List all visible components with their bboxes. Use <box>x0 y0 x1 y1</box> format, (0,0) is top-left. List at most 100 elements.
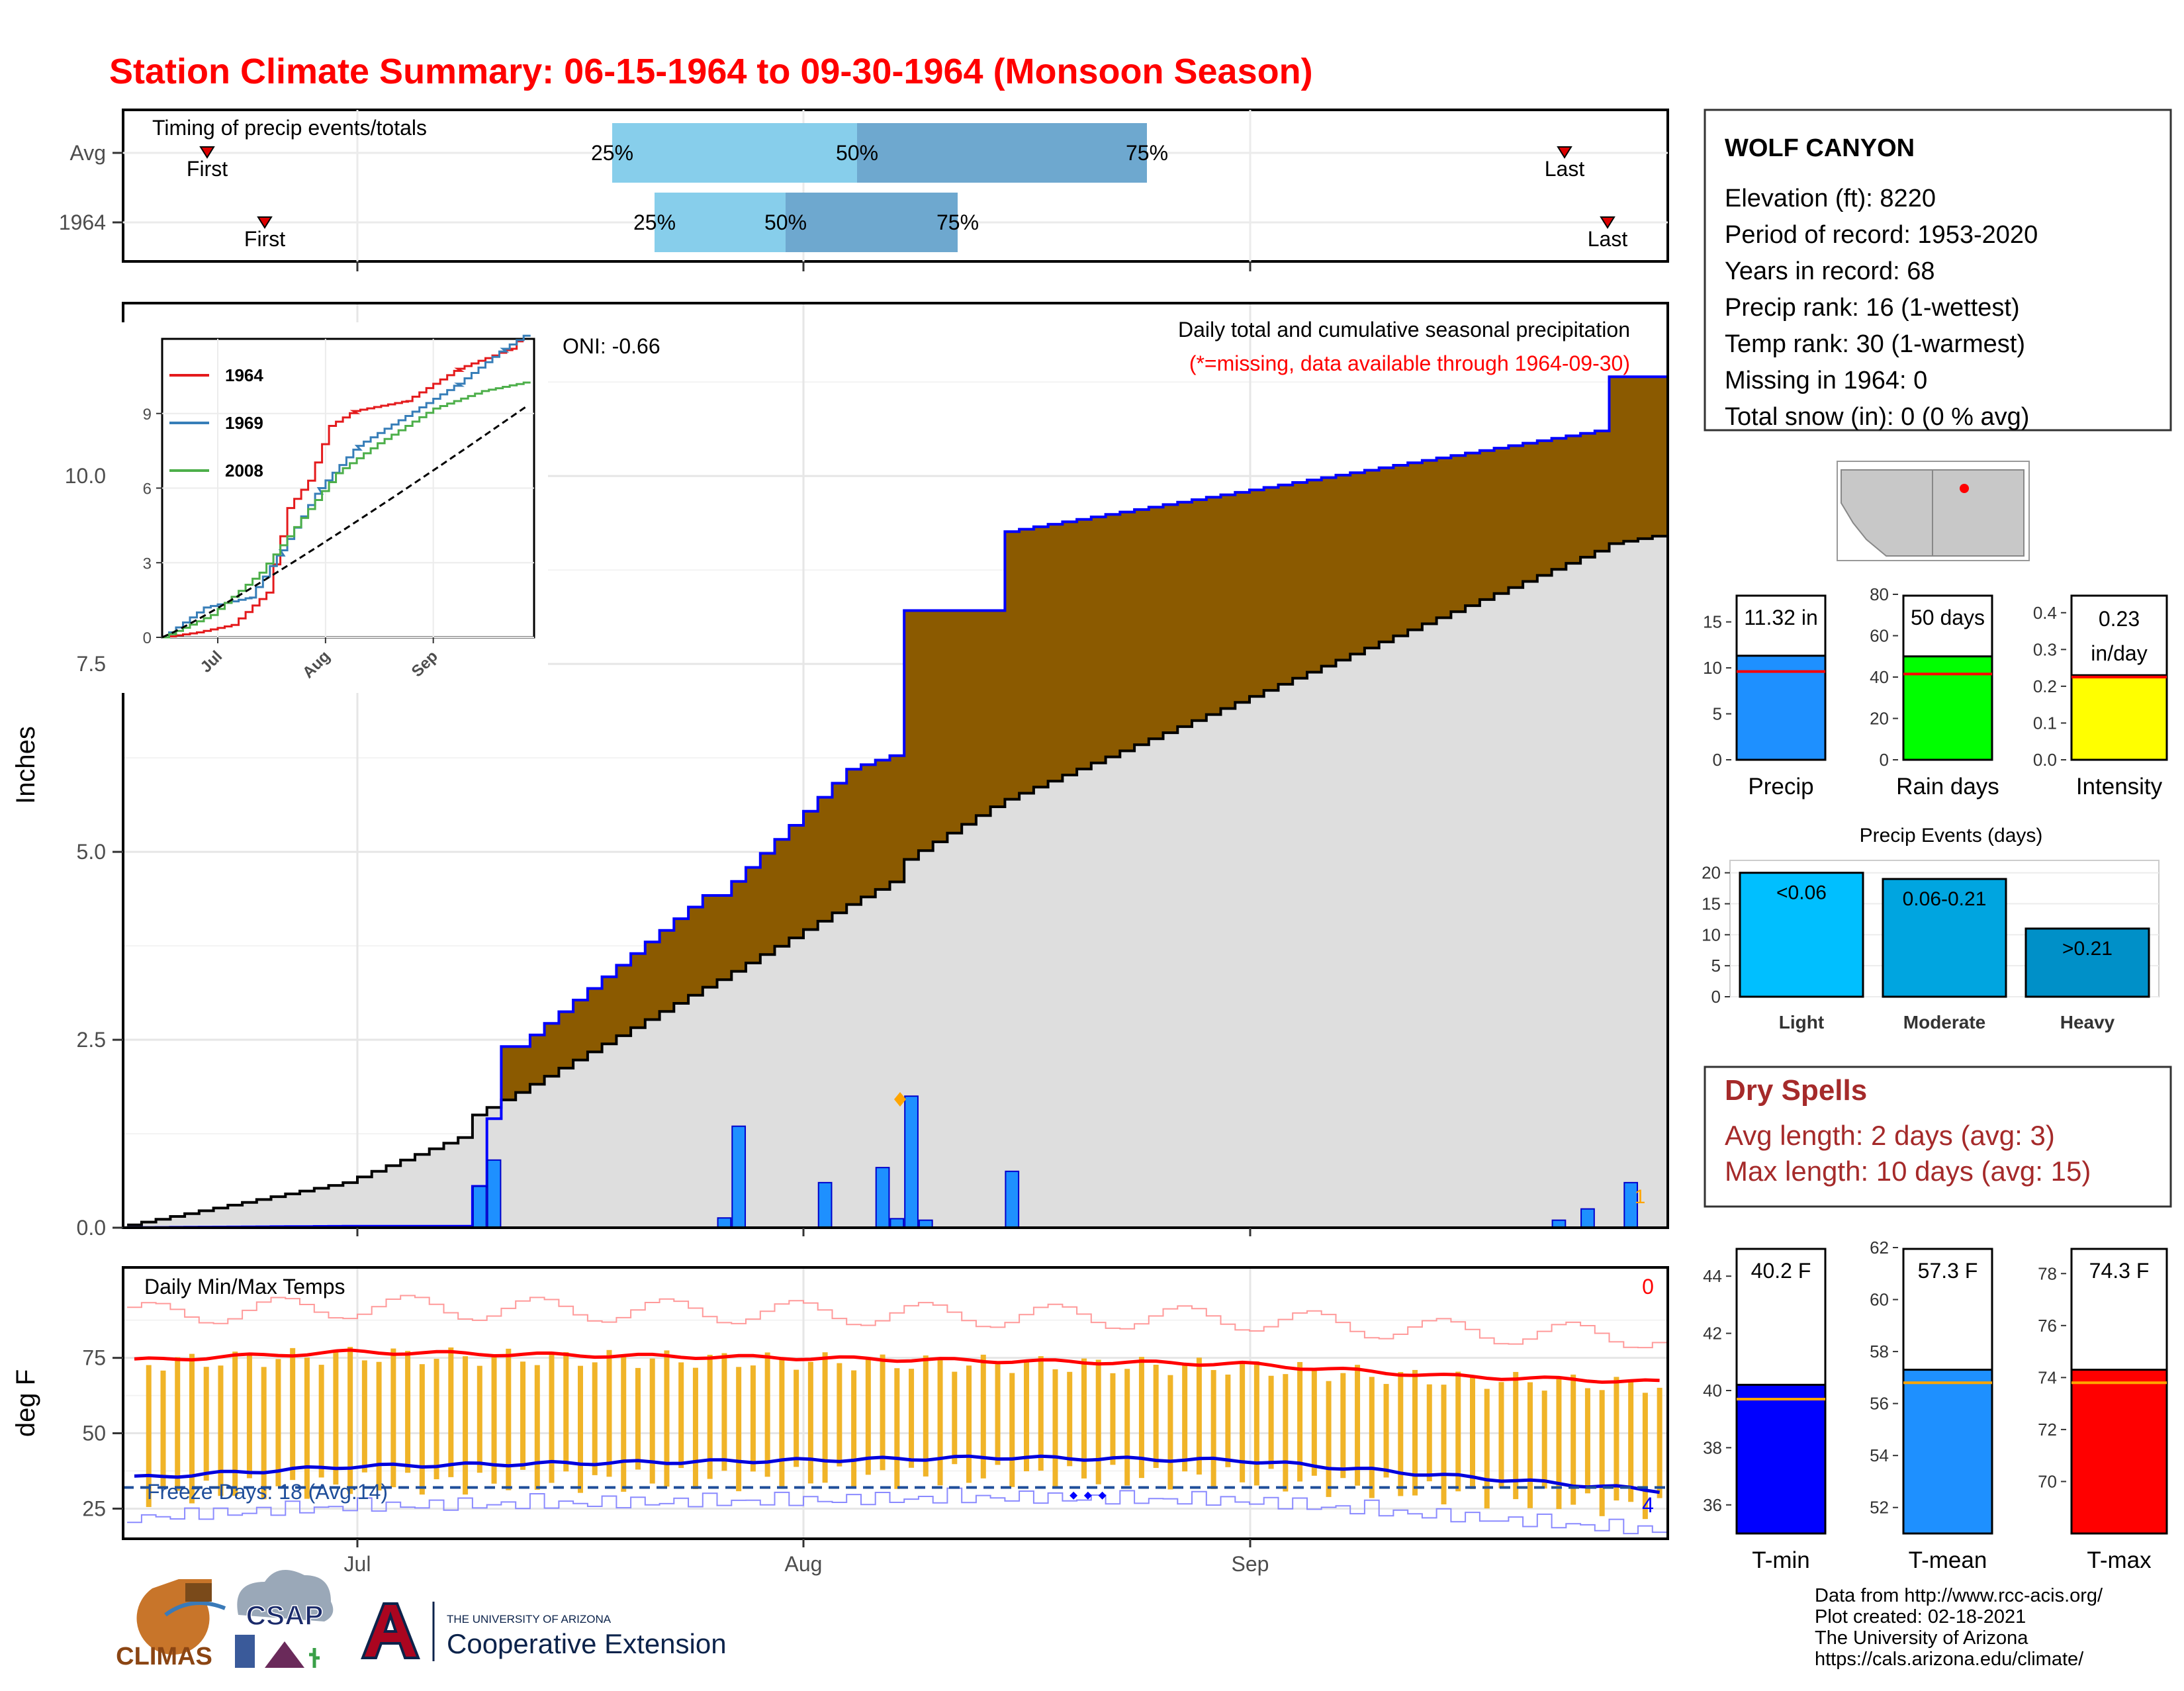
events-y-tick: 5 <box>1711 956 1721 976</box>
precip-events-bar <box>2025 927 2150 998</box>
timing-1964-first-label: First <box>244 227 285 251</box>
station-period: Period of record: 1953-2020 <box>1725 221 2038 249</box>
credit-line-2: Plot created: 02-18-2021 <box>1815 1606 2026 1627</box>
temps-top-right-count: 0 <box>1642 1275 1654 1299</box>
precip-annotation-missing: (*=missing, data available through 1964-… <box>1189 351 1630 375</box>
climas-logo: CLIMAS <box>116 1579 226 1670</box>
daily-temp-range-bar <box>534 1365 540 1490</box>
station-total-snow: Total snow (in): 0 (0 % avg) <box>1725 403 2029 431</box>
daily-temp-range-bar <box>1412 1369 1418 1496</box>
daily-temp-range-bar <box>1426 1384 1432 1482</box>
max-precip-marker <box>894 1092 906 1107</box>
daily-temp-range-bar <box>1009 1373 1015 1487</box>
daily-temp-range-bar <box>1441 1385 1447 1505</box>
daily-temp-range-bar <box>1240 1361 1246 1483</box>
events-y-tick: 0 <box>1711 987 1721 1007</box>
dry-spells-title: Dry Spells <box>1725 1074 1867 1107</box>
daily-temp-range-bar <box>318 1365 324 1478</box>
daily-temp-range-bar <box>1311 1369 1317 1476</box>
daily-temp-range-bar <box>592 1362 598 1475</box>
daily-temp-range-bar <box>275 1359 281 1486</box>
daily-temp-range-bar <box>995 1364 1001 1465</box>
summary-intensity-y-tick: 0.0 <box>2033 750 2057 770</box>
daily-temp-range-bar <box>1470 1376 1475 1489</box>
daily-temp-range-bar <box>520 1361 526 1470</box>
daily-temp-range-bar <box>347 1347 353 1494</box>
temp-summary-t-min-bar <box>1735 1383 1827 1535</box>
daily-temp-range-bar <box>1182 1365 1188 1472</box>
location-map <box>1837 461 2030 561</box>
summary-rain-days-y-tick: 0 <box>1880 750 1889 770</box>
precip-corner-count: 1 <box>1635 1186 1646 1208</box>
daily-temp-range-bar <box>1196 1357 1202 1475</box>
daily-temp-range-bar <box>1110 1373 1116 1465</box>
daily-temp-range-bar <box>980 1354 986 1479</box>
credit-line-3: The University of Arizona <box>1815 1627 2028 1649</box>
daily-temp-range-bar <box>246 1355 252 1479</box>
daily-temp-range-bar <box>764 1352 770 1477</box>
precip-panel: 0.0 2.5 5.0 7.5 10.0 Inches Daily total and … <box>11 302 1669 1240</box>
temp-summary-t-max-y-tick: 72 <box>2038 1420 2057 1440</box>
daily-temp-range-bar <box>1340 1373 1346 1479</box>
daily-temp-range-bar <box>1095 1359 1101 1485</box>
summary-rain-days-bar <box>1902 655 1993 761</box>
summary-rain-days-label: Rain days <box>1896 774 1999 800</box>
daily-temp-range-bar <box>692 1367 698 1489</box>
daily-temp-range-bar <box>232 1351 238 1496</box>
daily-temp-range-bar <box>1484 1389 1490 1509</box>
summary-precip-bar <box>1735 655 1827 761</box>
daily-temp-range-bar <box>807 1361 813 1484</box>
normal-min-line <box>134 1454 1660 1494</box>
freeze-day-marker <box>1098 1491 1107 1500</box>
daily-temp-range-bar <box>635 1367 641 1470</box>
x-tick-sep: Sep <box>1232 1552 1269 1576</box>
svg-text:CLIMAS: CLIMAS <box>116 1643 212 1670</box>
daily-precip-bar <box>731 1125 747 1229</box>
credit-line-4: https://cals.arizona.edu/climate/ <box>1815 1649 2084 1670</box>
summary-rain-days-y-tick: 20 <box>1870 709 1889 729</box>
x-axis: Jul Aug Sep <box>344 1228 1269 1576</box>
summary-precip-y-tick: 0 <box>1713 750 1722 770</box>
daily-temp-range-bar <box>1081 1358 1087 1479</box>
daily-temp-range-bar <box>361 1360 367 1473</box>
summary-intensity: 0.0 0.1 0.2 0.3 0.4 0.23 in/day Intensity <box>2033 594 2168 800</box>
temps-bottom-right-count: 4 <box>1642 1493 1654 1517</box>
temps-ylabel: deg F <box>11 1369 40 1437</box>
summary-intensity-y-tick: 0.1 <box>2033 713 2057 733</box>
temp-summary-t-min-y-tick: 36 <box>1703 1495 1722 1515</box>
daily-temp-range-bar <box>837 1363 842 1467</box>
daily-temp-range-bar <box>1657 1387 1662 1498</box>
events-y-tick: 10 <box>1702 925 1721 944</box>
temp-summary-t-mean-label: T-mean <box>1909 1547 1987 1573</box>
figure-title: Station Climate Summary: 06-15-1964 to 0… <box>109 52 1313 91</box>
summary-intensity-y-tick: 0.2 <box>2033 676 2057 696</box>
csap-logo: CSAP <box>235 1570 334 1668</box>
x-tick-aug: Aug <box>785 1552 823 1576</box>
temp-summary-t-min-y-tick: 42 <box>1703 1324 1722 1344</box>
daily-temp-range-bar <box>1541 1391 1547 1489</box>
station-elevation: Elevation (ft): 8220 <box>1725 185 1936 212</box>
daily-temp-range-bar <box>664 1350 670 1487</box>
temp-summary-t-min-y-tick: 44 <box>1703 1266 1722 1286</box>
summary-precip-y-tick: 15 <box>1703 612 1722 632</box>
daily-temp-range-bar <box>736 1367 742 1492</box>
summary-intensity-y-tick: 0.3 <box>2033 639 2057 659</box>
daily-temp-range-bar <box>189 1353 195 1504</box>
daily-temp-range-bar <box>1210 1370 1216 1489</box>
temp-summary-t-max: 70 72 74 76 78 74.3 F T-max <box>2038 1248 2168 1573</box>
ua-cooperative-extension-logo: THE UNIVERSITY OF ARIZONA Cooperative Ex… <box>361 1602 727 1661</box>
daily-temp-range-bar <box>304 1357 310 1499</box>
precip-events-bar <box>1882 878 2007 998</box>
daily-temp-range-bar <box>1038 1356 1044 1471</box>
daily-temp-range-bar <box>1253 1361 1259 1486</box>
credit-line-1: Data from http://www.rcc-acis.org/ <box>1815 1585 2103 1606</box>
daily-temp-range-bar <box>160 1370 166 1488</box>
daily-precip-bar <box>717 1217 732 1229</box>
summary-rain-days-y-tick: 80 <box>1870 584 1889 604</box>
timing-avg-first-marker <box>199 146 215 159</box>
inset-legend-label: 1964 <box>225 365 263 385</box>
temp-summary-t-min-y-tick: 38 <box>1703 1438 1722 1457</box>
temp-summary-t-mean-y-tick: 62 <box>1870 1238 1889 1257</box>
freeze-day-marker <box>1069 1491 1078 1500</box>
